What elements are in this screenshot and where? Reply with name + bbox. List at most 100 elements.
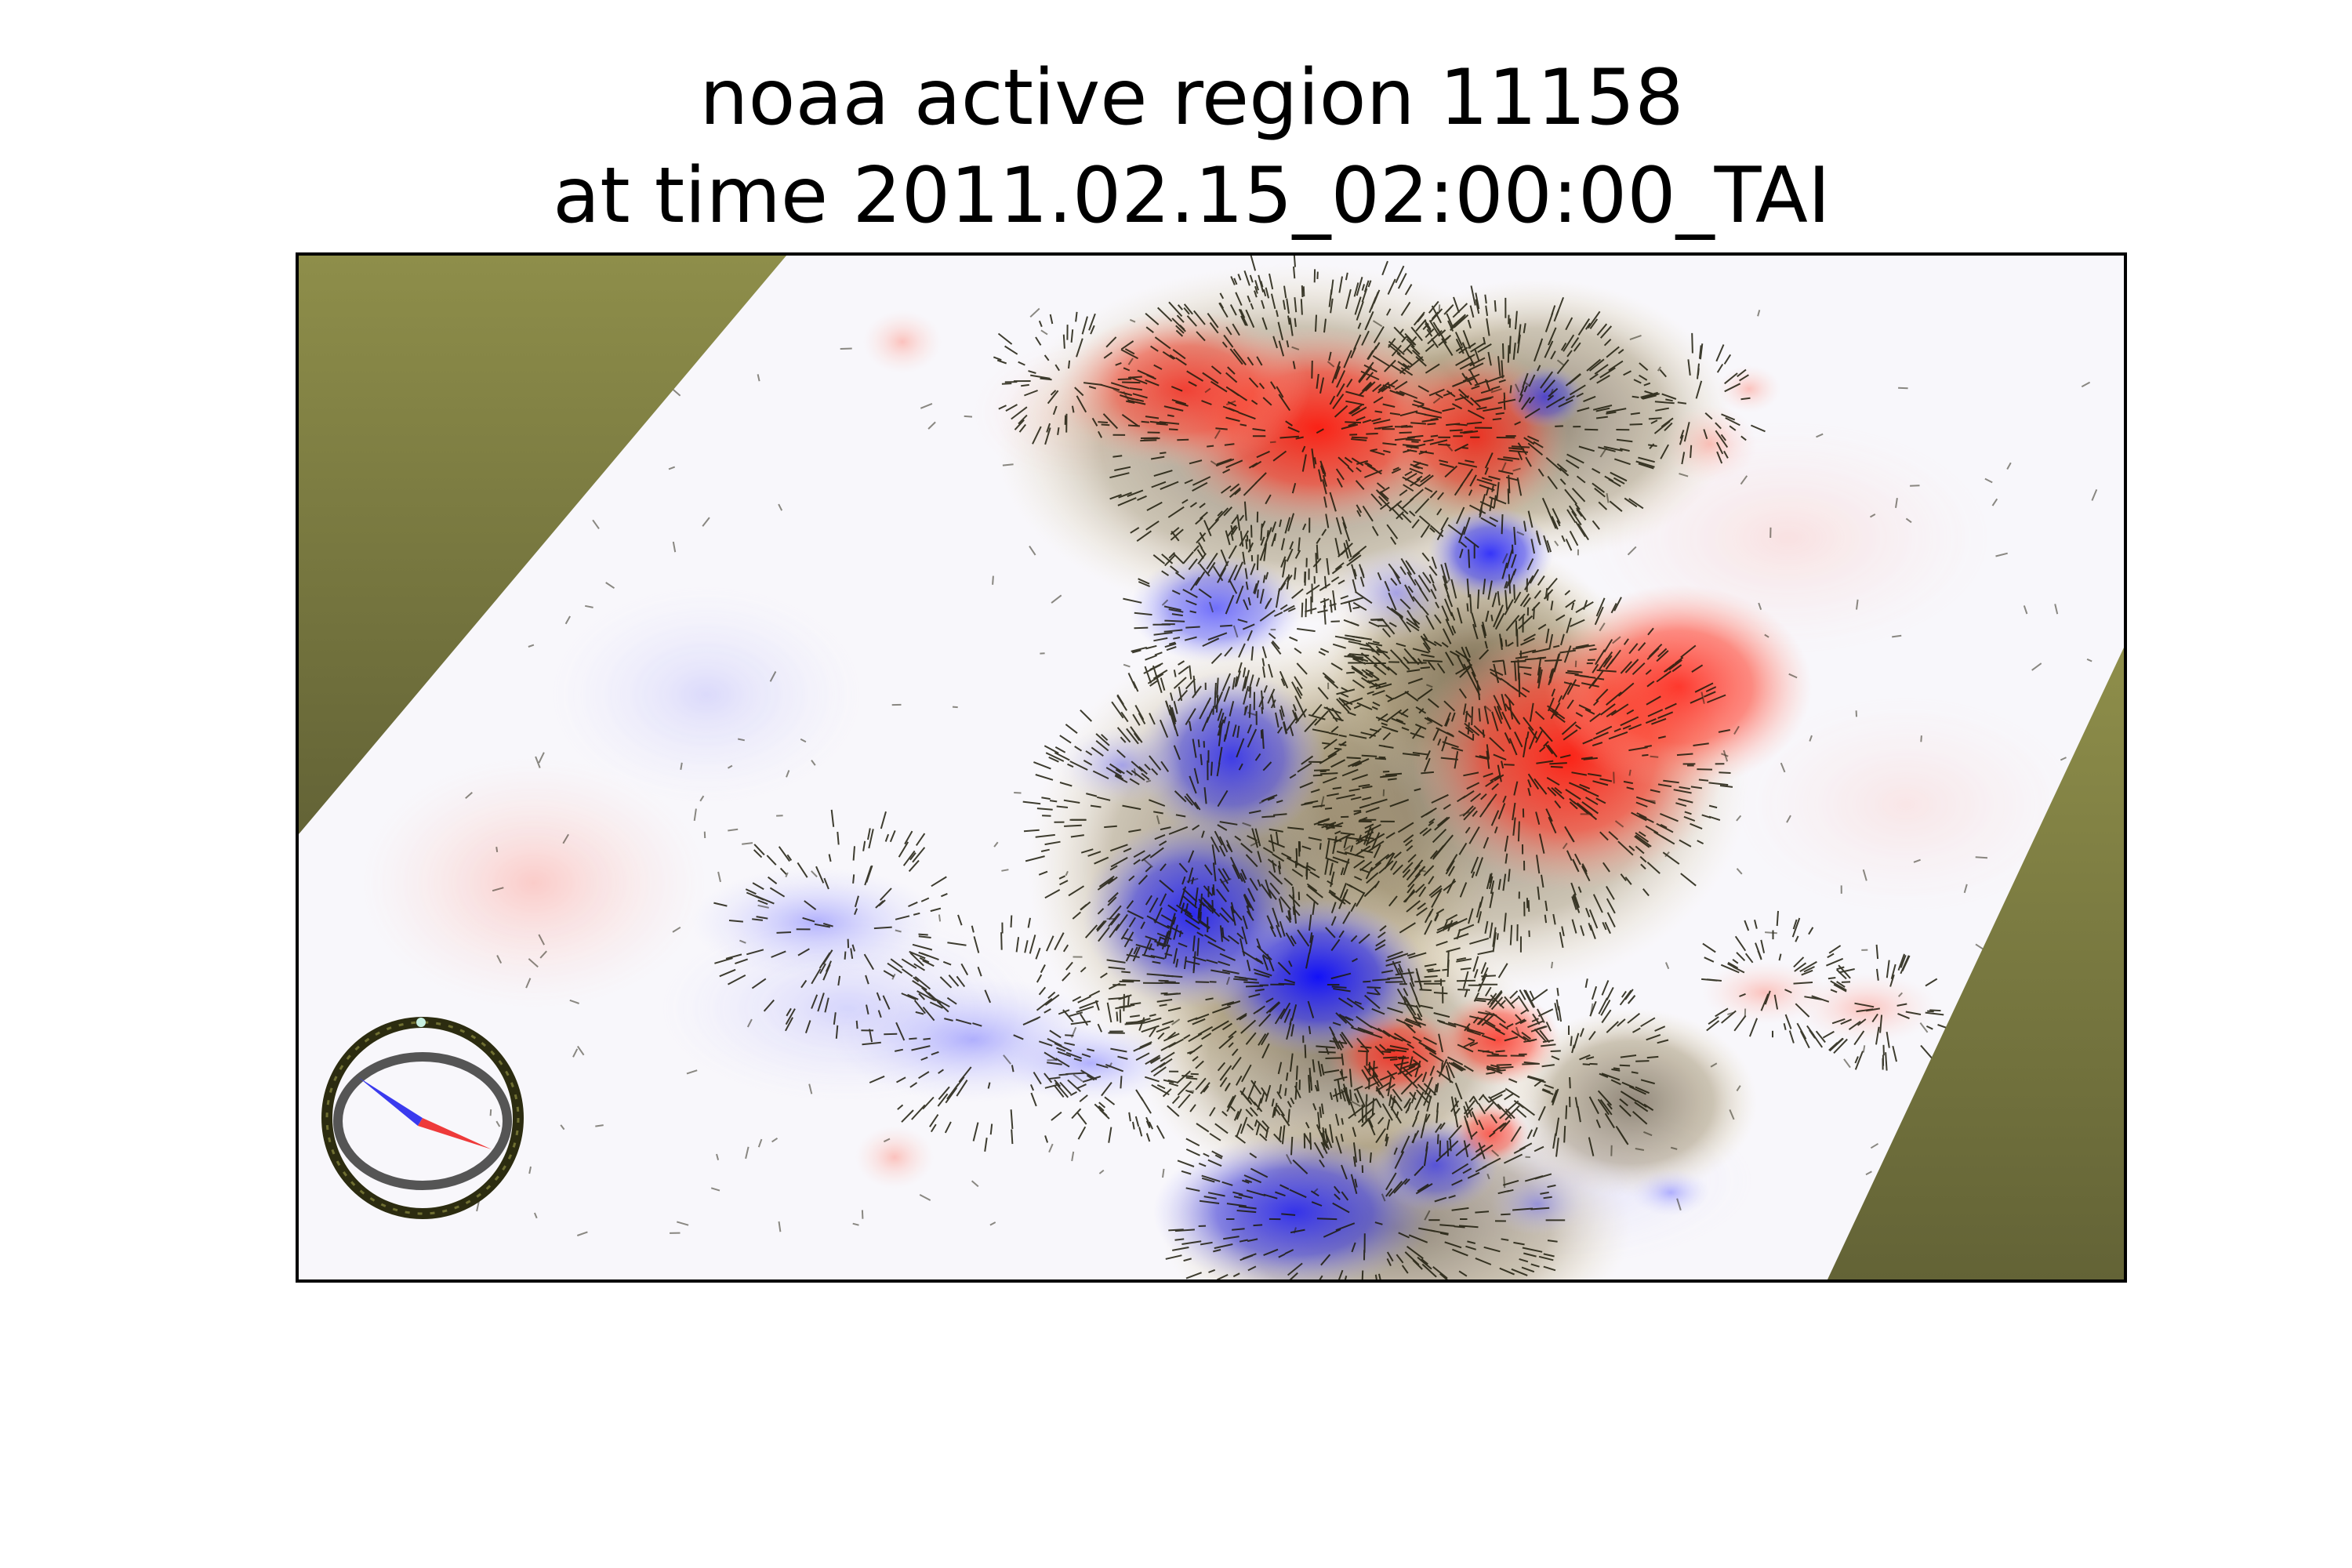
field-vector [1396,1254,1404,1264]
field-vector [1483,706,1490,724]
field-vector [1564,488,1577,505]
field-vector [1414,788,1421,792]
field-vector [1551,305,1556,316]
field-vector [913,1000,926,1014]
field-vector [1182,887,1198,902]
field-vector [1511,554,1517,568]
field-vector [1207,1192,1225,1197]
field-vector [1234,1134,1247,1144]
field-vector [1073,1058,1082,1062]
field-vector [1029,935,1036,954]
field-vector [1456,958,1472,963]
field-vector [745,888,757,895]
field-vector [1123,663,1131,668]
field-vector [1565,599,1576,608]
field-vector [1185,708,1196,726]
field-vector [1690,696,1704,704]
field-vector [1000,932,1003,950]
field-vector [1558,399,1573,408]
field-vector [1375,716,1388,723]
field-vector [1695,380,1703,399]
field-vector [1446,313,1454,328]
field-vector [1541,497,1549,511]
field-vector [1278,898,1283,913]
field-vector [1585,907,1591,918]
field-vector [1161,599,1169,606]
field-vector [1131,760,1143,772]
field-vector [1326,706,1338,722]
field-vector [1608,731,1628,740]
field-vector [1494,774,1504,782]
field-vector [1270,293,1276,310]
field-vector [1323,739,1338,750]
field-vector [1362,786,1373,789]
field-vector [1004,345,1018,355]
field-vector [1305,1122,1310,1129]
field-vector [1568,505,1577,517]
field-vector [786,1007,792,1017]
field-vector [1464,430,1473,434]
field-vector [1350,1174,1358,1194]
field-vector [1895,498,1898,508]
field-vector [1194,887,1199,907]
field-vector [1232,1191,1243,1196]
field-vector [1195,1013,1210,1021]
field-vector [1705,686,1717,692]
field-vector [1076,1005,1094,1014]
field-vector [1455,663,1473,675]
field-vector [1245,985,1264,988]
field-vector [1408,1063,1419,1069]
field-vector [1337,361,1341,368]
field-vector [1228,1030,1237,1039]
field-vector [1289,1018,1293,1025]
field-vector [1088,386,1097,390]
field-vector [1287,1109,1290,1123]
field-vector [1301,602,1304,618]
field-vector [1323,318,1327,333]
field-vector [1452,917,1468,927]
field-vector [1513,1241,1525,1246]
field-vector [1611,1068,1621,1072]
field-vector [1385,1049,1396,1052]
field-vector [1441,641,1449,648]
field-vector [852,846,855,861]
field-vector [1459,811,1470,817]
field-vector [1571,488,1586,503]
field-vector [1010,1109,1014,1129]
field-vector [1493,753,1507,761]
field-vector [1375,1086,1385,1099]
field-vector [1312,728,1330,734]
field-vector [1572,895,1581,913]
field-vector [1362,505,1374,522]
field-vector [1147,673,1164,684]
field-vector [1251,460,1262,468]
field-vector [1401,727,1410,731]
field-vector [1515,1026,1520,1036]
field-vector [1221,1181,1233,1186]
field-vector [1179,324,1185,331]
field-vector [1136,398,1145,402]
field-vector [1504,693,1515,706]
field-vector [1638,456,1655,463]
field-vector [1302,286,1305,297]
field-vector [1171,613,1183,617]
field-vector [1423,1088,1432,1106]
field-vector [1280,556,1287,568]
field-vector [1044,1083,1058,1089]
field-vector [1488,1094,1503,1103]
field-vector [1715,430,1729,448]
field-vector [1370,862,1382,872]
field-vector [1429,490,1438,499]
field-vector [1508,474,1511,494]
field-vector [1361,754,1377,757]
field-vector [1497,764,1502,782]
field-vector [1391,1095,1396,1111]
field-vector [1434,1196,1447,1203]
field-vector [1572,646,1585,650]
field-vector [1422,659,1443,662]
field-vector [1218,746,1223,764]
field-vector [1417,902,1426,910]
field-vector [1219,925,1223,942]
field-vector [1210,380,1228,393]
field-vector [686,1069,698,1075]
